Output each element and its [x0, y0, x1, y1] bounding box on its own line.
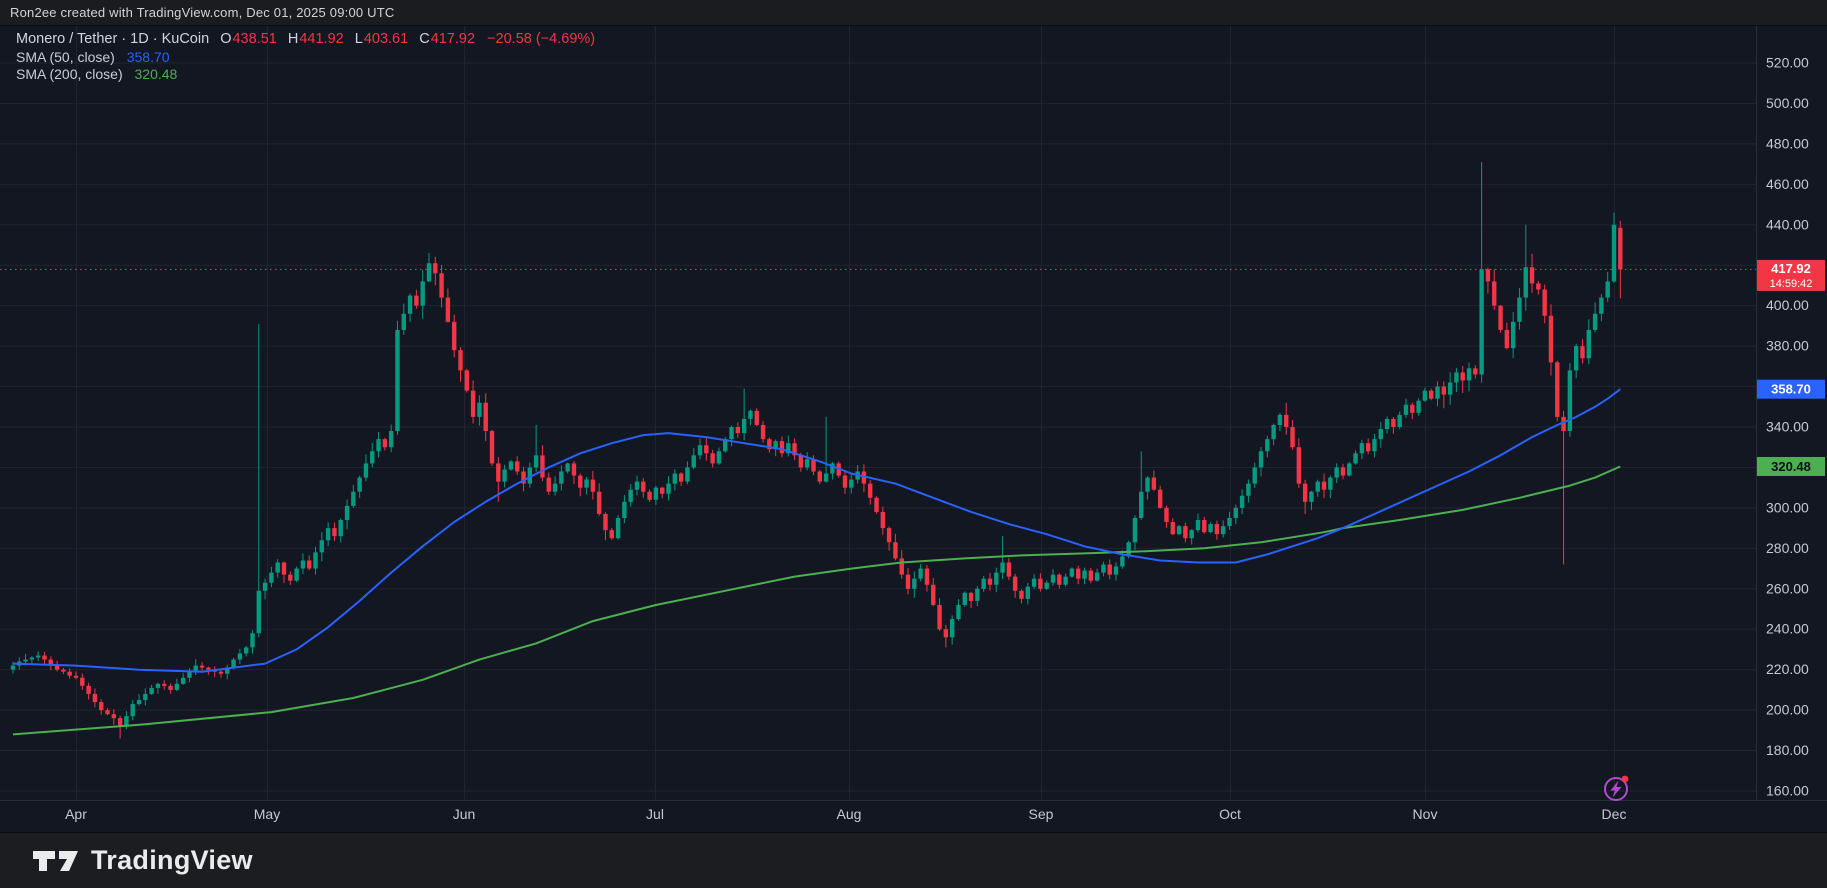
top-attribution-bar: Ron2ee created with TradingView.com, Dec… — [0, 0, 1827, 26]
chart-legend: Monero / Tether · 1D · KuCoin O438.51 H4… — [16, 31, 595, 83]
month-label: Nov — [1413, 806, 1438, 822]
price-tick: 500.00 — [1766, 95, 1809, 111]
price-tick: 480.00 — [1766, 135, 1809, 151]
month-label: Apr — [65, 806, 87, 822]
month-label: Jul — [646, 806, 664, 822]
svg-text:358.70: 358.70 — [1771, 382, 1811, 397]
attribution-text: Ron2ee created with TradingView.com, Dec… — [10, 5, 395, 20]
high-label: H — [287, 31, 299, 47]
month-label: Jun — [453, 806, 476, 822]
low-value: 403.61 — [363, 31, 409, 47]
price-tick: 340.00 — [1766, 419, 1809, 435]
svg-text:14:59:42: 14:59:42 — [1770, 278, 1813, 290]
indicator-row-sma50: SMA (50, close) 358.70 — [16, 49, 595, 66]
price-tick: 460.00 — [1766, 176, 1809, 192]
chart-svg[interactable]: 520.00 500.00 480.00 460.00 440.00 400.00 380.… — [0, 26, 1827, 832]
sma200-price-tag: 320.48 — [1757, 456, 1825, 476]
price-tick: 280.00 — [1766, 540, 1809, 556]
symbol-title: Monero / Tether · 1D · KuCoin — [16, 31, 210, 47]
price-tick: 240.00 — [1766, 621, 1809, 637]
high-value: 441.92 — [299, 31, 344, 47]
price-tick: 400.00 — [1766, 297, 1809, 313]
footer-bar: TradingView — [0, 832, 1827, 888]
lightning-icon — [1610, 780, 1622, 798]
open-label: O — [220, 31, 232, 47]
month-label: Dec — [1602, 806, 1627, 822]
sma200-label: SMA (200, close) — [16, 66, 123, 82]
sma200-value: 320.48 — [134, 66, 178, 82]
change-value: −20.58 (−4.69%) — [487, 31, 596, 47]
low-label: L — [354, 31, 363, 47]
indicator-row-sma200: SMA (200, close) 320.48 — [16, 66, 595, 83]
price-tick: 180.00 — [1766, 742, 1809, 758]
price-tick: 300.00 — [1766, 499, 1809, 515]
month-label: May — [254, 806, 280, 822]
price-tick: 260.00 — [1766, 580, 1809, 596]
symbol-row: Monero / Tether · 1D · KuCoin O438.51 H4… — [16, 31, 595, 48]
candlestick-series — [10, 162, 1623, 739]
month-label: Oct — [1219, 806, 1241, 822]
alert-dot — [1621, 775, 1629, 783]
tradingview-logo-text: TradingView — [91, 845, 253, 875]
last-price-tag: 417.92 14:59:42 — [1757, 259, 1825, 291]
price-scale[interactable]: 520.00 500.00 480.00 460.00 440.00 400.00 380.… — [1756, 26, 1826, 800]
price-tick: 380.00 — [1766, 338, 1809, 354]
price-tick: 160.00 — [1766, 783, 1809, 799]
svg-text:417.92: 417.92 — [1771, 261, 1811, 276]
tradingview-logo-icon — [33, 850, 78, 871]
grid — [0, 26, 1756, 800]
time-scale[interactable]: Apr May Jun Jul Aug Sep Oct Nov Dec — [0, 800, 1827, 823]
price-tick: 200.00 — [1766, 702, 1809, 718]
sma50-price-tag: 358.70 — [1757, 379, 1825, 399]
svg-text:320.48: 320.48 — [1771, 459, 1811, 474]
open-value: 438.51 — [232, 31, 277, 47]
month-label: Sep — [1029, 806, 1054, 822]
close-value: 417.92 — [430, 31, 476, 47]
price-tick: 520.00 — [1766, 55, 1809, 71]
sma50-line — [12, 388, 1621, 673]
sma50-label: SMA (50, close) — [16, 49, 115, 65]
price-tick: 440.00 — [1766, 216, 1809, 232]
lightning-button[interactable] — [1604, 775, 1629, 801]
close-label: C — [419, 31, 430, 47]
sma50-value: 358.70 — [126, 49, 170, 65]
price-tick: 220.00 — [1766, 661, 1809, 677]
sma200-line — [12, 465, 1621, 736]
month-label: Aug — [837, 806, 862, 822]
